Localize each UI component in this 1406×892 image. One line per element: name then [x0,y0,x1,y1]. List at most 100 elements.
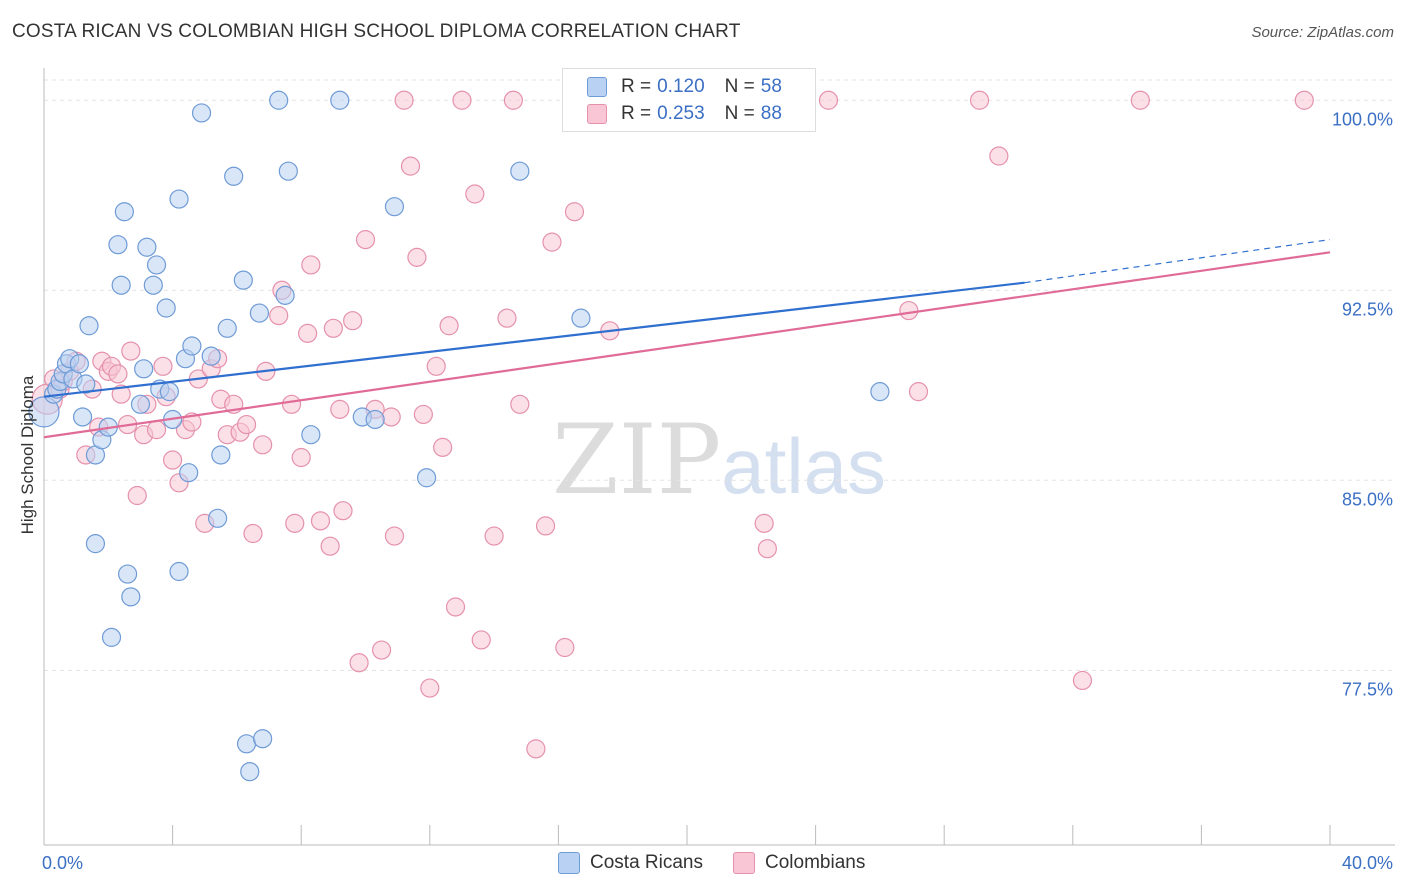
series-legend-label: Colombians [765,852,866,873]
costa-rican-point [79,316,99,336]
colombian-point [400,156,421,176]
legend-swatch-blue [587,77,607,97]
stats-legend: R = 0.120 N = 58 R = 0.253 N = 88 [562,68,816,132]
colombian-point [757,539,777,559]
colombian-point [899,300,919,321]
chart-title: COSTA RICAN VS COLOMBIAN HIGH SCHOOL DIP… [12,21,741,42]
colombian-point [127,485,147,506]
costa-rican-point [416,468,437,488]
costa-rican-point [111,275,131,295]
costa-rican-point [301,425,321,445]
colombian-point [285,513,305,533]
series-legend-costa-ricans[interactable]: Costa Ricans [558,852,703,874]
y-tick-label: 100.0% [1332,109,1393,129]
costa-rican-point [169,561,189,582]
colombian-point [108,364,128,384]
costa-rican-point [233,270,253,290]
colombian-point [323,318,343,338]
costa-rican-point [179,463,199,483]
colombian-point [526,739,546,759]
colombian-point [484,526,504,546]
costa-rican-point [201,346,221,366]
colombian-point [754,513,774,533]
colombian-point [445,597,466,617]
x-tick-label: 40.0% [1342,853,1393,873]
costa-rican-point [269,90,289,110]
colombian-point [111,384,131,404]
costa-rican-point [85,534,106,554]
colombian-point [349,653,369,673]
legend-r-value: 0.253 [657,103,705,124]
colombian-point [310,511,331,531]
colombian-point [1130,90,1150,110]
costa-rican-point [76,374,96,394]
y-tick-label: 92.5% [1342,299,1393,319]
costa-rican-point [137,237,157,257]
costa-rican-point [240,762,260,782]
grid-layer [44,79,1395,671]
series-legend-colombians[interactable]: Colombians [733,852,865,874]
colombian-point [394,90,414,110]
y-tick-label: 77.5% [1342,679,1393,699]
colombian-point [908,382,929,402]
costa-rican-point [134,359,154,379]
colombian-point [243,523,263,544]
costa-rican-point [211,445,231,465]
x-tick-label: 0.0% [42,853,83,873]
costa-rican-point [217,318,237,338]
colombian-point [333,501,353,521]
colombian-point [564,202,585,222]
colombian-trendline [43,251,1331,439]
costa-rican-point [571,308,591,328]
colombian-point [269,306,289,326]
costa-rican-point [146,255,167,275]
colombian-point [503,90,523,110]
colombian-point [433,437,453,457]
costa-rican-point [870,382,890,402]
legend-row-costa-ricans: R = 0.120 N = 58 [587,74,782,100]
costa-rican-point [121,587,141,607]
colombian-point [452,90,472,110]
costa-rican-point [191,103,212,123]
costa-rican-trendline-extension [1024,239,1331,284]
colombian-point [384,526,405,546]
colombian-point [407,247,427,267]
watermark-atlas: atlas [721,422,886,510]
colombian-point [236,414,257,435]
colombian-point [969,90,990,110]
y-axis-label: High School Diploma [18,375,37,535]
colombian-point [497,308,517,328]
legend-swatch-pink [587,104,607,124]
colombian-point [343,311,363,331]
series-legend-label: Costa Ricans [590,852,703,873]
watermark-zip: ZIP [552,404,722,516]
series-legend: Costa Ricans Colombians [558,852,895,874]
costa-rican-point [117,564,138,584]
costa-rican-point [330,90,350,110]
colombian-point [413,404,433,425]
costa-rican-point [72,407,93,427]
legend-n-label: N = [724,103,755,124]
colombian-point [420,678,440,698]
costa-rican-point [182,336,202,356]
colombian-point [471,630,491,650]
costa-rican-point [28,396,60,428]
chart-source: Source: ZipAtlas.com [1251,24,1394,41]
colombian-point [1072,670,1093,691]
costa-rican-point [278,161,298,181]
colombian-point [330,399,350,419]
colombian-point [163,450,183,470]
costa-rican-point [156,298,176,318]
costa-rican-point [169,189,189,209]
colombian-point [381,407,401,427]
colombian-point [542,232,562,252]
colombian-point [146,420,167,440]
costa-rican-point [510,161,530,181]
series-swatch-blue [558,852,580,874]
watermark: ZIPatlas [552,404,886,516]
legend-row-colombians: R = 0.253 N = 88 [587,101,782,127]
colombian-point [301,255,321,275]
costa-rican-point [224,166,244,186]
costa-rican-point [275,285,295,305]
trend-layer [43,239,1331,439]
